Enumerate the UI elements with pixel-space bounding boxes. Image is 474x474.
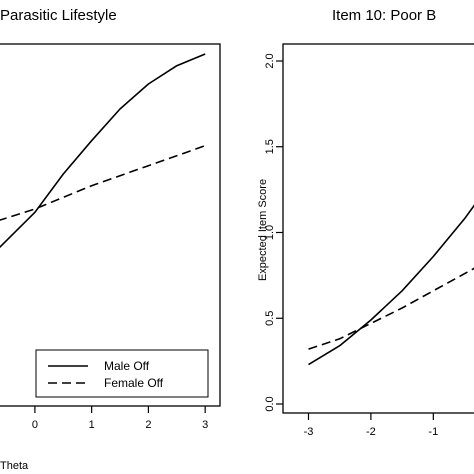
left-plot-frame (0, 43, 221, 407)
right-x-axis: -3 -2 -1 (304, 413, 438, 438)
right-panel: Item 10: Poor B -3 -2 -1 0.0 0.5 1.0 1.5 2.0 E… (257, 7, 474, 438)
left-x-axis-label: Theta (0, 460, 29, 472)
right-x-tick-label: -3 (304, 426, 314, 438)
right-x-tick-label: -1 (428, 426, 438, 438)
right-y-tick-label: 1.5 (264, 139, 276, 154)
legend-female-label: Female Off (104, 376, 164, 390)
right-y-tick-label: 0.0 (264, 396, 276, 411)
right-series-male-off-line (308, 204, 474, 366)
right-y-tick-label: 1.0 (264, 225, 276, 240)
left-x-tick-label: 1 (89, 419, 95, 431)
right-y-tick-label: 0.5 (264, 311, 276, 326)
right-y-axis-label: Expected Item Score (257, 179, 269, 281)
right-series-female-off-line (308, 267, 474, 350)
left-panel: Parasitic Lifestyle 0 1 2 3 Theta Male Off … (0, 7, 221, 472)
legend-male-label: Male Off (104, 359, 150, 373)
legend-box (35, 349, 209, 398)
left-title: Parasitic Lifestyle (0, 7, 117, 24)
right-y-axis: 0.0 0.5 1.0 1.5 2.0 (264, 53, 283, 412)
left-x-tick-label: 0 (32, 419, 38, 431)
left-series-lines (0, 53, 206, 249)
left-legend: Male Off Female Off (35, 349, 209, 398)
right-title: Item 10: Poor B (332, 7, 436, 24)
right-x-tick-label: -2 (366, 426, 376, 438)
right-series-lines (308, 204, 474, 366)
left-x-tick-label: 2 (145, 419, 151, 431)
left-x-axis: 0 1 2 3 (32, 406, 208, 431)
left-series-male-off-line (0, 53, 206, 249)
right-y-tick-label: 2.0 (264, 53, 276, 68)
left-series-female-off-line (0, 144, 206, 221)
left-x-tick-label: 3 (202, 419, 208, 431)
right-plot-frame (282, 43, 474, 414)
